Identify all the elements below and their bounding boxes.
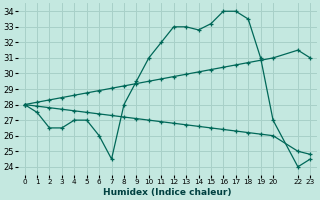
X-axis label: Humidex (Indice chaleur): Humidex (Indice chaleur)	[103, 188, 232, 197]
